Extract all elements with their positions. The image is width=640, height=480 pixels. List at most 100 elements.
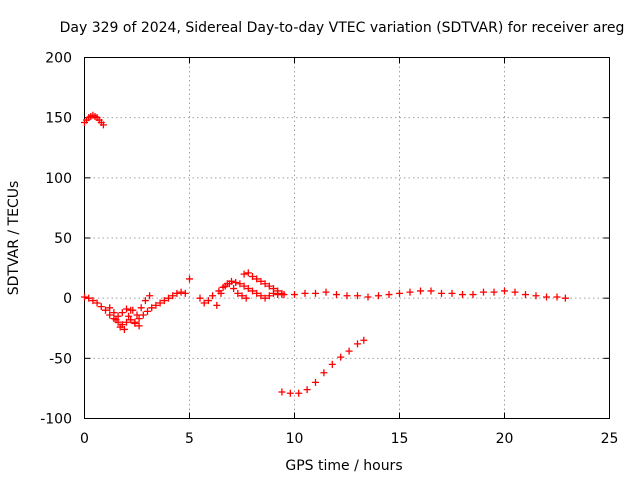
data-point [148,304,156,312]
data-point [375,292,382,300]
data-point [261,294,269,302]
data-point [133,311,141,319]
data-point [97,303,105,311]
data-point [427,287,435,295]
x-tick-label: 5 [185,431,194,447]
data-point [249,287,256,295]
data-point [511,288,519,296]
data-point [125,312,133,320]
series-arc-low [278,336,368,397]
data-point [112,316,120,324]
data-point [123,318,130,326]
x-tick-label: 25 [601,431,619,447]
data-point [144,307,151,315]
data-point [152,301,160,309]
data-point [345,347,353,355]
data-point [146,292,154,300]
data-point [257,277,265,285]
data-point [85,294,93,302]
data-marks [81,111,569,397]
data-point [81,293,88,301]
data-point [270,285,277,293]
grid-layer [84,57,610,419]
data-point [459,291,466,299]
data-point [135,322,143,330]
data-point [417,287,424,295]
data-point [160,297,168,305]
x-tick-label: 15 [391,431,409,447]
data-point [177,288,185,296]
data-point [219,283,227,291]
data-point [232,279,240,287]
data-point [127,306,135,314]
data-point [93,299,101,307]
data-point [320,369,328,377]
y-tick-labels: -100 -50 0 50 100 150 200 [40,51,72,428]
data-point [364,293,372,301]
data-point [303,386,311,394]
series-arc-dip [106,304,135,320]
y-tick-label: 100 [45,171,72,187]
data-point [137,304,145,312]
series-arc-mid-c [240,269,286,297]
data-point [242,294,250,302]
data-point [169,292,177,300]
x-tick-label: 20 [496,431,514,447]
data-point [354,340,361,348]
data-point [480,288,487,296]
data-point [118,309,126,317]
data-point [312,289,319,297]
data-point [543,293,550,301]
data-point [141,297,149,305]
x-axis-label: GPS time / hours [285,458,402,474]
data-point [385,291,393,299]
data-point [280,291,288,299]
data-point [204,297,212,305]
data-point [213,301,221,309]
data-point [360,336,368,344]
data-point [257,292,265,300]
data-point [234,289,242,297]
y-tick-label: -50 [49,351,72,367]
data-point [240,282,248,290]
data-point [110,309,118,317]
series-arc-mid-b [215,277,286,302]
data-point [228,277,235,285]
data-point [156,299,164,307]
data-point [238,292,246,300]
data-point [286,389,294,397]
data-point [265,282,273,290]
data-point [253,289,261,297]
data-point [186,275,193,283]
data-point [116,323,124,331]
data-point [223,280,231,288]
data-point [209,292,217,300]
data-point [120,325,128,333]
data-point [406,288,414,296]
data-point [561,294,569,302]
series-arc-rise [131,288,189,326]
data-point [123,305,130,313]
data-point [173,289,181,297]
data-point [127,316,135,324]
data-point [244,285,252,293]
data-point [532,292,540,300]
data-point [396,289,403,297]
data-point [89,297,97,305]
data-point [106,304,114,312]
data-point [139,311,147,319]
y-tick-label: 200 [45,51,72,67]
data-point [448,289,456,297]
data-point [301,289,309,297]
data-point [261,280,269,288]
data-point [553,293,561,301]
data-point [337,353,345,361]
data-point [196,294,204,302]
data-point [490,288,498,296]
data-point [333,291,340,299]
data-point [322,288,330,296]
x-tick-label: 10 [286,431,304,447]
data-point [249,273,256,281]
y-axis-label: SDTVAR / TECUs [6,181,22,296]
